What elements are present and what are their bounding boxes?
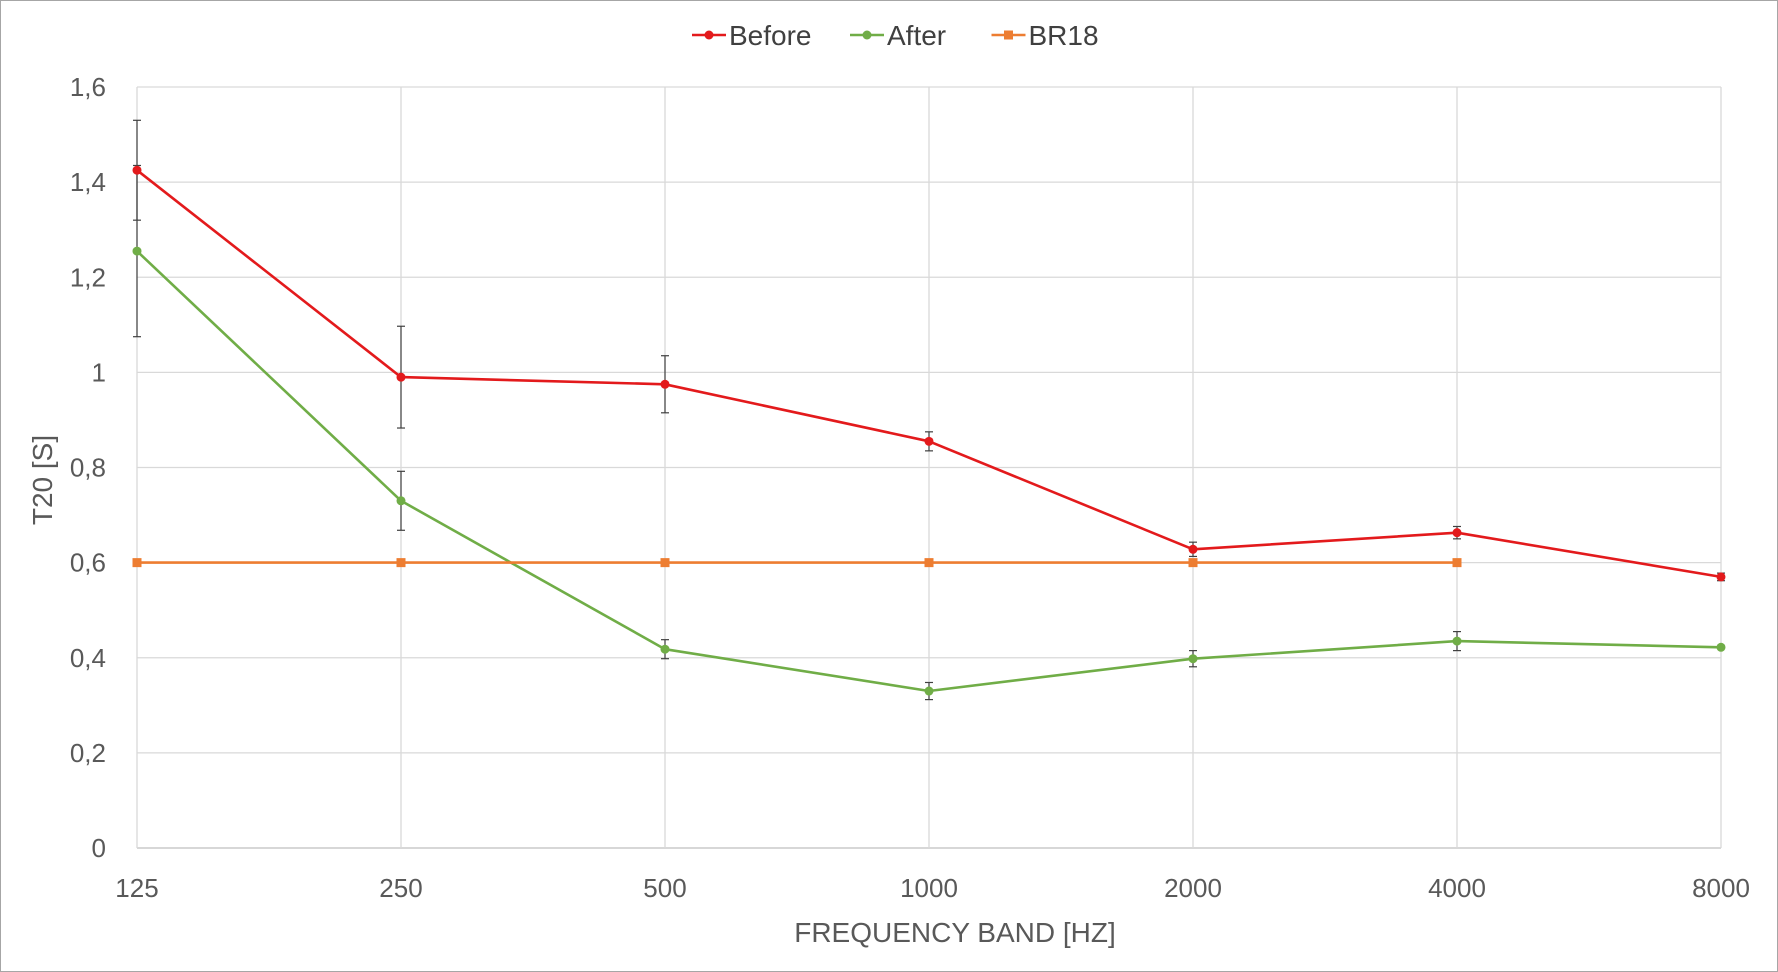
legend-item-br18: BR18 [991, 20, 1099, 51]
before-point [924, 436, 934, 446]
br18-point [132, 558, 142, 568]
after-point [1452, 636, 1462, 646]
legend-label: Before [729, 20, 812, 51]
legend-label: BR18 [1029, 20, 1099, 51]
y-tick-label: 1 [92, 357, 106, 387]
before-point [660, 379, 670, 389]
br18-point [660, 558, 670, 568]
before-point [396, 372, 406, 382]
x-tick-label: 500 [643, 873, 686, 903]
series-markers [132, 165, 1726, 696]
x-tick-label: 4000 [1428, 873, 1486, 903]
x-tick-label: 125 [115, 873, 158, 903]
legend-swatch-marker [1004, 30, 1013, 40]
br18-point [1452, 558, 1462, 568]
before-point [1452, 528, 1462, 538]
legend-item-before: Before [692, 20, 812, 51]
x-tick-label: 2000 [1164, 873, 1222, 903]
y-tick-label: 0,2 [70, 738, 106, 768]
after-point [924, 686, 934, 696]
after-point [1188, 654, 1198, 664]
legend-swatch-marker [704, 30, 714, 40]
before-point [1188, 544, 1198, 554]
y-axis-title: T20 [S] [27, 435, 58, 525]
x-tick-label: 8000 [1692, 873, 1750, 903]
br18-point [924, 558, 934, 568]
after-point [1716, 642, 1726, 652]
y-tick-label: 0,6 [70, 548, 106, 578]
x-axis-ticks: 125 250 500 1000 2000 4000 8000 [115, 873, 1750, 903]
y-axis-ticks: 0 0,2 0,4 0,6 0,8 1 1,2 1,4 1,6 [70, 72, 106, 863]
br18-point [396, 558, 406, 568]
y-tick-label: 1,4 [70, 167, 106, 197]
legend: Before After BR18 [692, 20, 1099, 51]
before-point [1716, 572, 1726, 582]
legend-label: After [887, 20, 946, 51]
x-tick-label: 1000 [900, 873, 958, 903]
br18-point [1188, 558, 1198, 568]
after-point [396, 496, 406, 506]
y-tick-label: 0,4 [70, 643, 106, 673]
gridlines [136, 86, 1722, 849]
before-point [132, 165, 142, 175]
legend-item-after: After [850, 20, 946, 51]
x-tick-label: 250 [379, 873, 422, 903]
x-axis-title: FREQUENCY BAND [HZ] [794, 917, 1116, 948]
y-tick-label: 0 [92, 833, 106, 863]
after-point [132, 246, 142, 256]
after-point [660, 644, 670, 654]
y-tick-label: 0,8 [70, 453, 106, 483]
y-tick-label: 1,6 [70, 72, 106, 102]
y-tick-label: 1,2 [70, 262, 106, 292]
legend-swatch-marker [862, 30, 872, 40]
